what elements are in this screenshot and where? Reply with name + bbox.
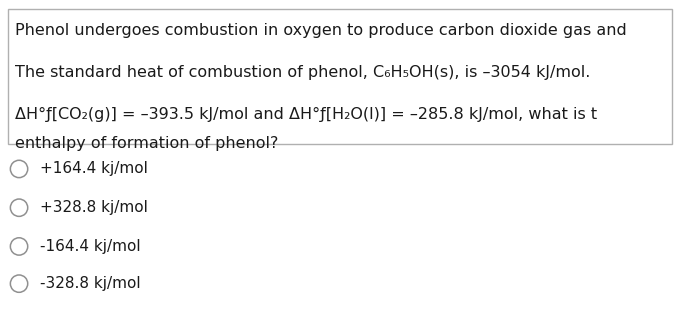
Text: -328.8 kj/mol: -328.8 kj/mol [40,276,141,291]
Text: enthalpy of formation of phenol?: enthalpy of formation of phenol? [15,136,278,151]
FancyBboxPatch shape [8,9,672,144]
Text: ΔH°ƒ[CO₂(g)] = –393.5 kJ/mol and ΔH°ƒ[H₂O(l)] = –285.8 kJ/mol, what is t: ΔH°ƒ[CO₂(g)] = –393.5 kJ/mol and ΔH°ƒ[H₂… [15,107,597,122]
Text: -164.4 kj/mol: -164.4 kj/mol [40,239,141,254]
Text: Phenol undergoes combustion in oxygen to produce carbon dioxide gas and: Phenol undergoes combustion in oxygen to… [15,23,627,38]
Text: +328.8 kj/mol: +328.8 kj/mol [40,200,148,215]
Text: The standard heat of combustion of phenol, C₆H₅OH(s), is –3054 kJ/mol.: The standard heat of combustion of pheno… [15,65,590,80]
Text: +164.4 kj/mol: +164.4 kj/mol [40,162,148,176]
Ellipse shape [10,199,28,216]
Ellipse shape [10,238,28,255]
Ellipse shape [10,160,28,178]
Ellipse shape [10,275,28,292]
